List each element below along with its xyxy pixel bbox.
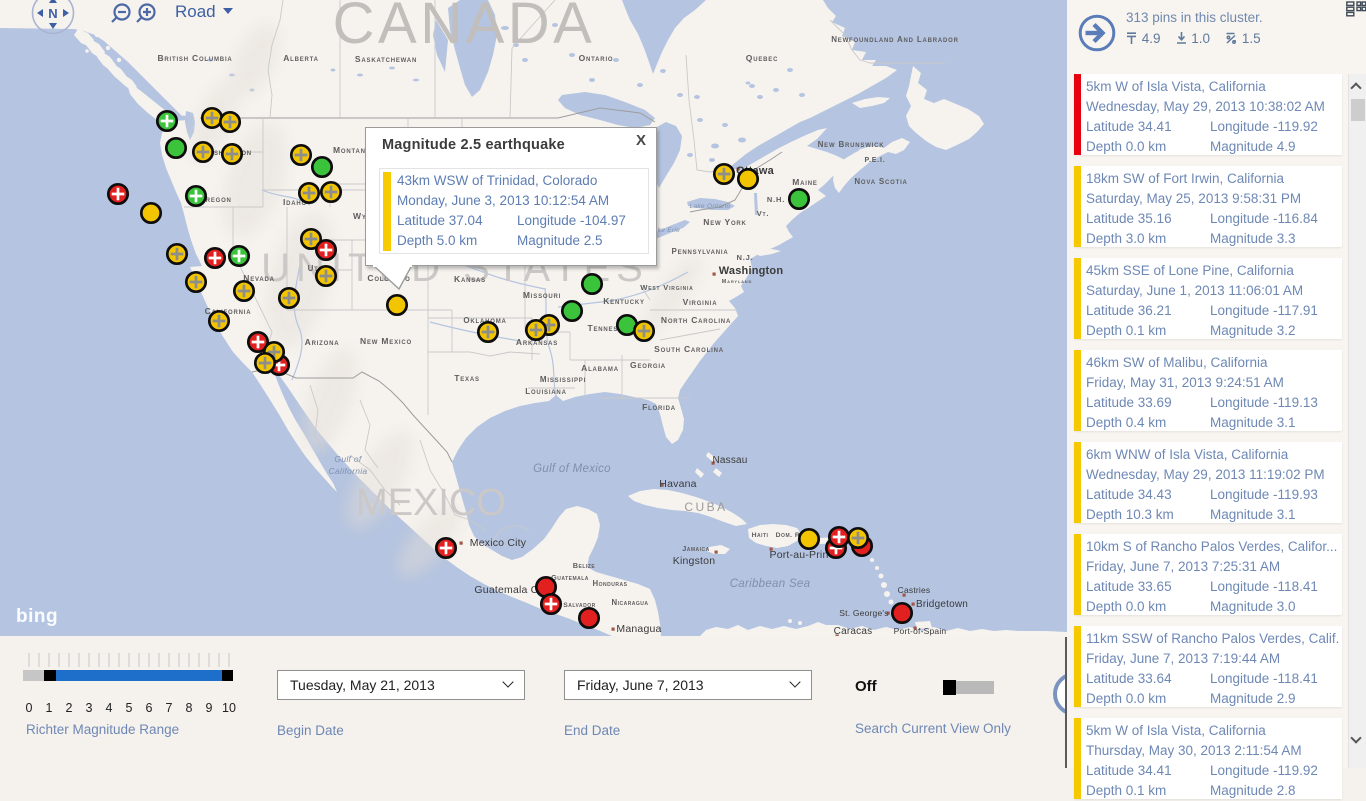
svg-text:Alberta: Alberta	[283, 53, 319, 63]
svg-text:Oklahoma: Oklahoma	[463, 316, 506, 325]
svg-text:5: 5	[126, 701, 133, 715]
svg-text:0: 0	[26, 701, 33, 715]
svg-text:Kingston: Kingston	[673, 555, 715, 567]
svg-text:Kentucky: Kentucky	[603, 296, 645, 306]
svg-text:Idaho: Idaho	[283, 197, 307, 207]
svg-text:British Columbia: British Columbia	[157, 53, 232, 63]
svg-text:Nevada: Nevada	[243, 273, 275, 283]
svg-text:Arkansas: Arkansas	[516, 337, 558, 347]
svg-text:Bridgetown: Bridgetown	[916, 599, 968, 610]
svg-text:CUBA: CUBA	[684, 500, 727, 514]
svg-text:Utah: Utah	[308, 264, 329, 273]
svg-text:New Brunswick: New Brunswick	[818, 140, 885, 149]
svg-text:Florida: Florida	[642, 402, 676, 412]
svg-text:10: 10	[222, 701, 236, 715]
svg-text:West Virginia: West Virginia	[640, 283, 693, 292]
svg-text:Alabama: Alabama	[581, 363, 619, 373]
svg-text:Dom. Rep.: Dom. Rep.	[776, 532, 811, 539]
svg-text:Kansas: Kansas	[454, 274, 486, 284]
svg-text:Newfoundland And Labrador: Newfoundland And Labrador	[831, 35, 959, 44]
svg-text:Pennsylvania: Pennsylvania	[671, 247, 728, 256]
svg-text:Arizona: Arizona	[305, 337, 340, 347]
svg-text:7: 7	[166, 701, 173, 715]
svg-text:Louisiana: Louisiana	[525, 387, 566, 396]
svg-text:Nicaragua: Nicaragua	[611, 598, 648, 607]
svg-text:South Carolina: South Carolina	[654, 344, 724, 354]
svg-text:Oregon: Oregon	[198, 194, 231, 204]
svg-text:Missouri: Missouri	[523, 290, 561, 300]
svg-text:Maryland: Maryland	[722, 279, 752, 285]
svg-text:Gulf of Mexico: Gulf of Mexico	[533, 463, 611, 475]
svg-text:Belize: Belize	[573, 561, 596, 570]
svg-text:Port-au-Prin: Port-au-Prin	[769, 549, 828, 561]
svg-text:Guatemala: Guatemala	[551, 573, 589, 582]
svg-text:N.J.: N.J.	[737, 253, 754, 262]
svg-text:Lake Erie: Lake Erie	[650, 227, 680, 234]
svg-text:Port-of-Spain: Port-of-Spain	[894, 626, 947, 636]
svg-text:Nova Scotia: Nova Scotia	[854, 177, 907, 186]
svg-text:Tennessee: Tennessee	[587, 323, 632, 333]
svg-text:Montana: Montana	[333, 145, 371, 155]
svg-text:Vt.: Vt.	[757, 209, 770, 218]
svg-text:Mexico City: Mexico City	[470, 537, 527, 549]
svg-text:Honduras: Honduras	[593, 579, 628, 588]
svg-text:New York: New York	[703, 217, 746, 227]
svg-text:Guatemala City: Guatemala City	[474, 584, 550, 596]
svg-text:Lake Ontario: Lake Ontario	[690, 203, 731, 210]
svg-text:Jamaica: Jamaica	[682, 544, 710, 553]
svg-text:3: 3	[86, 701, 93, 715]
svg-text:9: 9	[206, 701, 213, 715]
svg-text:California: California	[329, 466, 368, 476]
svg-text:Texas: Texas	[454, 373, 480, 383]
svg-text:Maine: Maine	[792, 177, 817, 187]
svg-text:Nassau: Nassau	[712, 455, 747, 466]
svg-text:North Carolina: North Carolina	[661, 315, 731, 325]
svg-text:N.H.: N.H.	[767, 195, 785, 204]
svg-text:8: 8	[186, 701, 193, 715]
svg-text:Caribbean Sea: Caribbean Sea	[730, 578, 811, 590]
svg-text:N: N	[48, 6, 57, 21]
svg-text:Havana: Havana	[659, 478, 696, 490]
svg-text:4: 4	[106, 701, 113, 715]
svg-text:2: 2	[66, 701, 73, 715]
svg-text:Castries: Castries	[898, 585, 931, 595]
svg-text:6: 6	[146, 701, 153, 715]
svg-text:Washington: Washington	[719, 265, 784, 277]
svg-text:Georgia: Georgia	[630, 360, 666, 370]
svg-text:St. George's: St. George's	[839, 608, 888, 618]
svg-text:Saskatchewan: Saskatchewan	[355, 54, 417, 64]
svg-text:Ontario: Ontario	[579, 53, 614, 63]
svg-text:New Mexico: New Mexico	[360, 336, 412, 346]
svg-text:P.E.I.: P.E.I.	[864, 157, 885, 164]
svg-text:El Salvador: El Salvador	[552, 602, 596, 609]
svg-text:Mississippi: Mississippi	[540, 375, 586, 384]
svg-text:Virginia: Virginia	[683, 297, 718, 307]
svg-text:Caracas: Caracas	[834, 626, 873, 636]
svg-text:1: 1	[46, 701, 53, 715]
svg-text:MEXICO: MEXICO	[356, 482, 506, 524]
svg-text:Haiti: Haiti	[752, 532, 769, 539]
svg-text:CANADA: CANADA	[333, 0, 596, 56]
svg-text:Managua: Managua	[616, 623, 661, 635]
svg-text:Gulf of: Gulf of	[334, 454, 362, 464]
svg-text:California: California	[205, 306, 252, 316]
svg-text:Quebec: Quebec	[746, 53, 778, 63]
